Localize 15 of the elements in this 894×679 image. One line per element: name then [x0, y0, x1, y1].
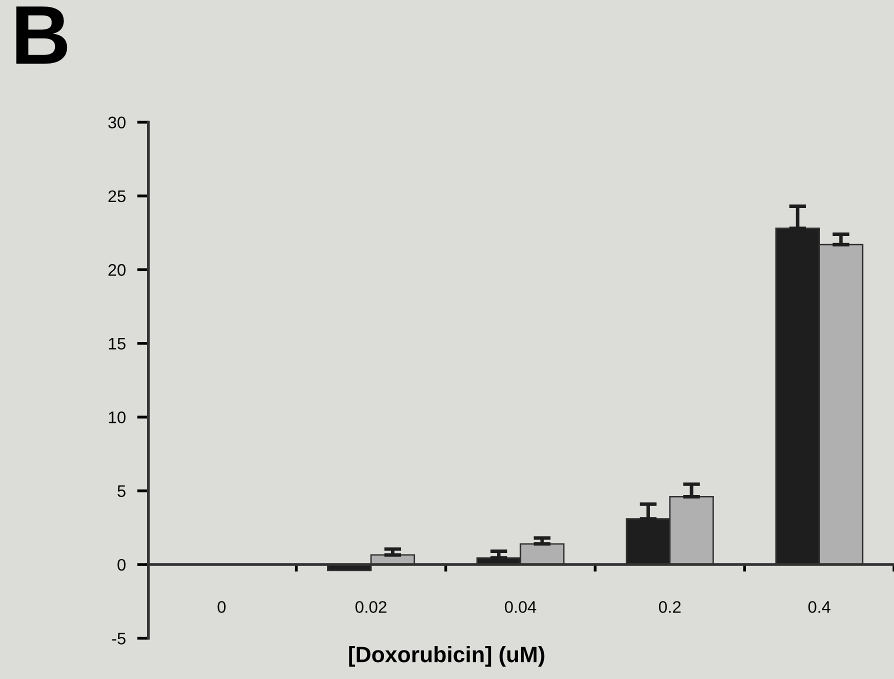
y-tick-label: 5 — [118, 485, 126, 498]
y-tick-label: 30 — [108, 116, 126, 128]
y-tick-label: 10 — [108, 412, 126, 424]
x-tick-label: 0.02 — [355, 601, 386, 613]
y-tick-label: -5 — [112, 632, 126, 644]
x-tick-label: 0.4 — [808, 601, 830, 613]
x-tick-label: 0 — [218, 601, 226, 613]
x-tick-label: 0.2 — [658, 601, 681, 613]
x-tick-label: 0.04 — [504, 601, 536, 613]
text: B — [16, 6, 68, 64]
y-tick-label: 0 — [118, 558, 126, 571]
y-tick-label: 20 — [108, 264, 126, 276]
y-tick-label: 25 — [108, 190, 126, 202]
x-axis-title: [Doxorubicin] (uM) — [349, 646, 544, 667]
y-tick-label: 15 — [108, 338, 126, 350]
